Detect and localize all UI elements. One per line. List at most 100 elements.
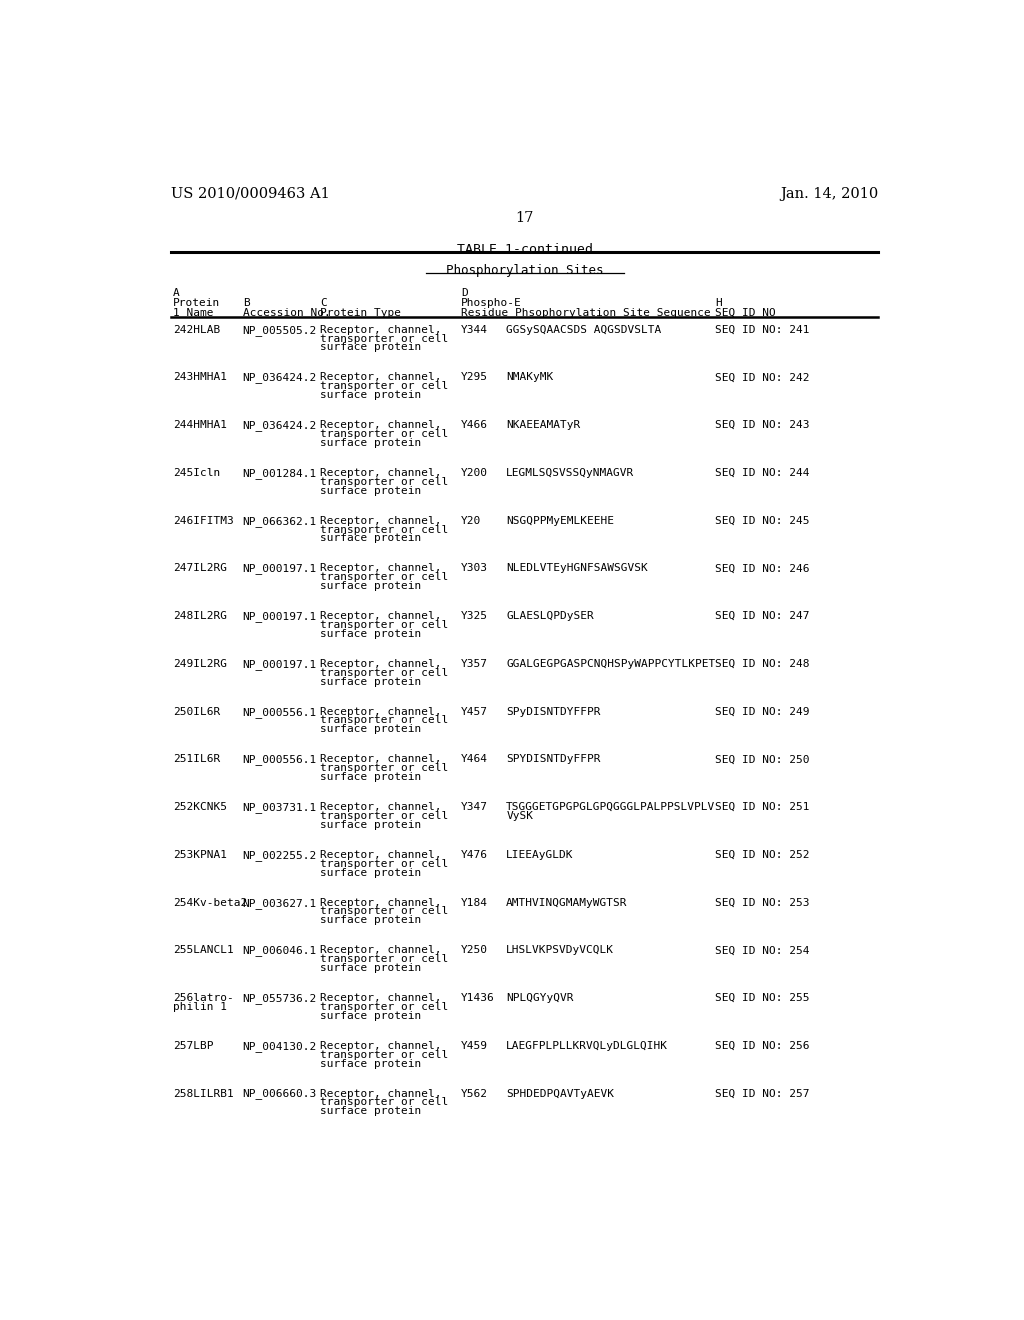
- Text: Phospho-E: Phospho-E: [461, 298, 522, 308]
- Text: NSGQPPMyEMLKEEHE: NSGQPPMyEMLKEEHE: [506, 516, 614, 525]
- Text: transporter or cell: transporter or cell: [321, 954, 449, 964]
- Text: SEQ ID NO: 254: SEQ ID NO: 254: [716, 945, 810, 956]
- Text: transporter or cell: transporter or cell: [321, 524, 449, 535]
- Text: transporter or cell: transporter or cell: [321, 1002, 449, 1012]
- Text: NMAKyMK: NMAKyMK: [506, 372, 553, 383]
- Text: Y250: Y250: [461, 945, 488, 956]
- Text: B: B: [243, 298, 250, 308]
- Text: surface protein: surface protein: [321, 1106, 422, 1117]
- Text: transporter or cell: transporter or cell: [321, 381, 449, 391]
- Text: Receptor, channel,: Receptor, channel,: [321, 611, 441, 622]
- Text: 254Kv-beta2: 254Kv-beta2: [173, 898, 247, 908]
- Text: surface protein: surface protein: [321, 533, 422, 544]
- Text: surface protein: surface protein: [321, 915, 422, 925]
- Text: surface protein: surface protein: [321, 725, 422, 734]
- Text: NP_001284.1: NP_001284.1: [243, 469, 317, 479]
- Text: SEQ ID NO: 251: SEQ ID NO: 251: [716, 803, 810, 812]
- Text: 250IL6R: 250IL6R: [173, 706, 220, 717]
- Text: transporter or cell: transporter or cell: [321, 573, 449, 582]
- Text: SEQ ID NO: 243: SEQ ID NO: 243: [716, 420, 810, 430]
- Text: transporter or cell: transporter or cell: [321, 763, 449, 774]
- Text: 242HLAB: 242HLAB: [173, 325, 220, 335]
- Text: 255LANCL1: 255LANCL1: [173, 945, 233, 956]
- Text: transporter or cell: transporter or cell: [321, 620, 449, 630]
- Text: SEQ ID NO: 253: SEQ ID NO: 253: [716, 898, 810, 908]
- Text: Y464: Y464: [461, 755, 488, 764]
- Text: Y459: Y459: [461, 1040, 488, 1051]
- Text: SEQ ID NO: 248: SEQ ID NO: 248: [716, 659, 810, 669]
- Text: Receptor, channel,: Receptor, channel,: [321, 850, 441, 859]
- Text: NP_006660.3: NP_006660.3: [243, 1089, 317, 1100]
- Text: SEQ ID NO: 241: SEQ ID NO: 241: [716, 325, 810, 335]
- Text: D: D: [461, 288, 468, 298]
- Text: Receptor, channel,: Receptor, channel,: [321, 325, 441, 335]
- Text: surface protein: surface protein: [321, 820, 422, 830]
- Text: Protein Type: Protein Type: [321, 308, 401, 318]
- Text: SPYDISNTDyFFPR: SPYDISNTDyFFPR: [506, 755, 601, 764]
- Text: transporter or cell: transporter or cell: [321, 715, 449, 726]
- Text: surface protein: surface protein: [321, 1011, 422, 1020]
- Text: GGALGEGPGASPCNQHSPyWAPPCYTLKPET: GGALGEGPGASPCNQHSPyWAPPCYTLKPET: [506, 659, 716, 669]
- Text: TSGGGETGPGPGLGPQGGGLPALPPSLVPLV: TSGGGETGPGPGLGPQGGGLPALPPSLVPLV: [506, 803, 716, 812]
- Text: transporter or cell: transporter or cell: [321, 429, 449, 440]
- Text: AMTHVINQGMAMyWGTSR: AMTHVINQGMAMyWGTSR: [506, 898, 628, 908]
- Text: GGSySQAACSDS AQGSDVSLTA: GGSySQAACSDS AQGSDVSLTA: [506, 325, 662, 335]
- Text: transporter or cell: transporter or cell: [321, 334, 449, 343]
- Text: NP_000197.1: NP_000197.1: [243, 611, 317, 622]
- Text: SEQ ID NO: 245: SEQ ID NO: 245: [716, 516, 810, 525]
- Text: Phosphorylation Sites: Phosphorylation Sites: [446, 264, 603, 277]
- Text: NP_000197.1: NP_000197.1: [243, 659, 317, 669]
- Text: NP_006046.1: NP_006046.1: [243, 945, 317, 956]
- Text: Residue Phsophorylation Site Sequence: Residue Phsophorylation Site Sequence: [461, 308, 711, 318]
- Text: NKAEEAMATyR: NKAEEAMATyR: [506, 420, 581, 430]
- Text: surface protein: surface protein: [321, 964, 422, 973]
- Text: transporter or cell: transporter or cell: [321, 810, 449, 821]
- Text: 251IL6R: 251IL6R: [173, 755, 220, 764]
- Text: SEQ ID NO: 246: SEQ ID NO: 246: [716, 564, 810, 573]
- Text: Y457: Y457: [461, 706, 488, 717]
- Text: SEQ ID NO: 250: SEQ ID NO: 250: [716, 755, 810, 764]
- Text: surface protein: surface protein: [321, 342, 422, 352]
- Text: TABLE 1-continued: TABLE 1-continued: [457, 243, 593, 256]
- Text: Y325: Y325: [461, 611, 488, 622]
- Text: H: H: [716, 298, 722, 308]
- Text: SEQ ID NO: 249: SEQ ID NO: 249: [716, 706, 810, 717]
- Text: Y1436: Y1436: [461, 993, 495, 1003]
- Text: VySK: VySK: [506, 810, 534, 821]
- Text: transporter or cell: transporter or cell: [321, 1049, 449, 1060]
- Text: 244HMHA1: 244HMHA1: [173, 420, 227, 430]
- Text: 243HMHA1: 243HMHA1: [173, 372, 227, 383]
- Text: LHSLVKPSVDyVCQLK: LHSLVKPSVDyVCQLK: [506, 945, 614, 956]
- Text: Receptor, channel,: Receptor, channel,: [321, 706, 441, 717]
- Text: surface protein: surface protein: [321, 628, 422, 639]
- Text: transporter or cell: transporter or cell: [321, 1097, 449, 1107]
- Text: 245Icln: 245Icln: [173, 469, 220, 478]
- Text: NP_004130.2: NP_004130.2: [243, 1040, 317, 1052]
- Text: LAEGFPLPLLKRVQLyDLGLQIHK: LAEGFPLPLLKRVQLyDLGLQIHK: [506, 1040, 669, 1051]
- Text: SPHDEDPQAVTyAEVK: SPHDEDPQAVTyAEVK: [506, 1089, 614, 1098]
- Text: Receptor, channel,: Receptor, channel,: [321, 993, 441, 1003]
- Text: Receptor, channel,: Receptor, channel,: [321, 372, 441, 383]
- Text: NP_003731.1: NP_003731.1: [243, 803, 317, 813]
- Text: NP_036424.2: NP_036424.2: [243, 372, 317, 383]
- Text: surface protein: surface protein: [321, 438, 422, 447]
- Text: Y344: Y344: [461, 325, 488, 335]
- Text: surface protein: surface protein: [321, 486, 422, 495]
- Text: NP_066362.1: NP_066362.1: [243, 516, 317, 527]
- Text: SEQ ID NO: SEQ ID NO: [716, 308, 776, 318]
- Text: NP_000556.1: NP_000556.1: [243, 755, 317, 766]
- Text: transporter or cell: transporter or cell: [321, 907, 449, 916]
- Text: surface protein: surface protein: [321, 772, 422, 781]
- Text: Y184: Y184: [461, 898, 488, 908]
- Text: NP_036424.2: NP_036424.2: [243, 420, 317, 432]
- Text: NP_005505.2: NP_005505.2: [243, 325, 317, 335]
- Text: transporter or cell: transporter or cell: [321, 859, 449, 869]
- Text: surface protein: surface protein: [321, 1059, 422, 1068]
- Text: US 2010/0009463 A1: US 2010/0009463 A1: [171, 187, 330, 201]
- Text: LEGMLSQSVSSQyNMAGVR: LEGMLSQSVSSQyNMAGVR: [506, 469, 635, 478]
- Text: 246IFITM3: 246IFITM3: [173, 516, 233, 525]
- Text: Receptor, channel,: Receptor, channel,: [321, 945, 441, 956]
- Text: Receptor, channel,: Receptor, channel,: [321, 659, 441, 669]
- Text: Receptor, channel,: Receptor, channel,: [321, 516, 441, 525]
- Text: 1 Name: 1 Name: [173, 308, 213, 318]
